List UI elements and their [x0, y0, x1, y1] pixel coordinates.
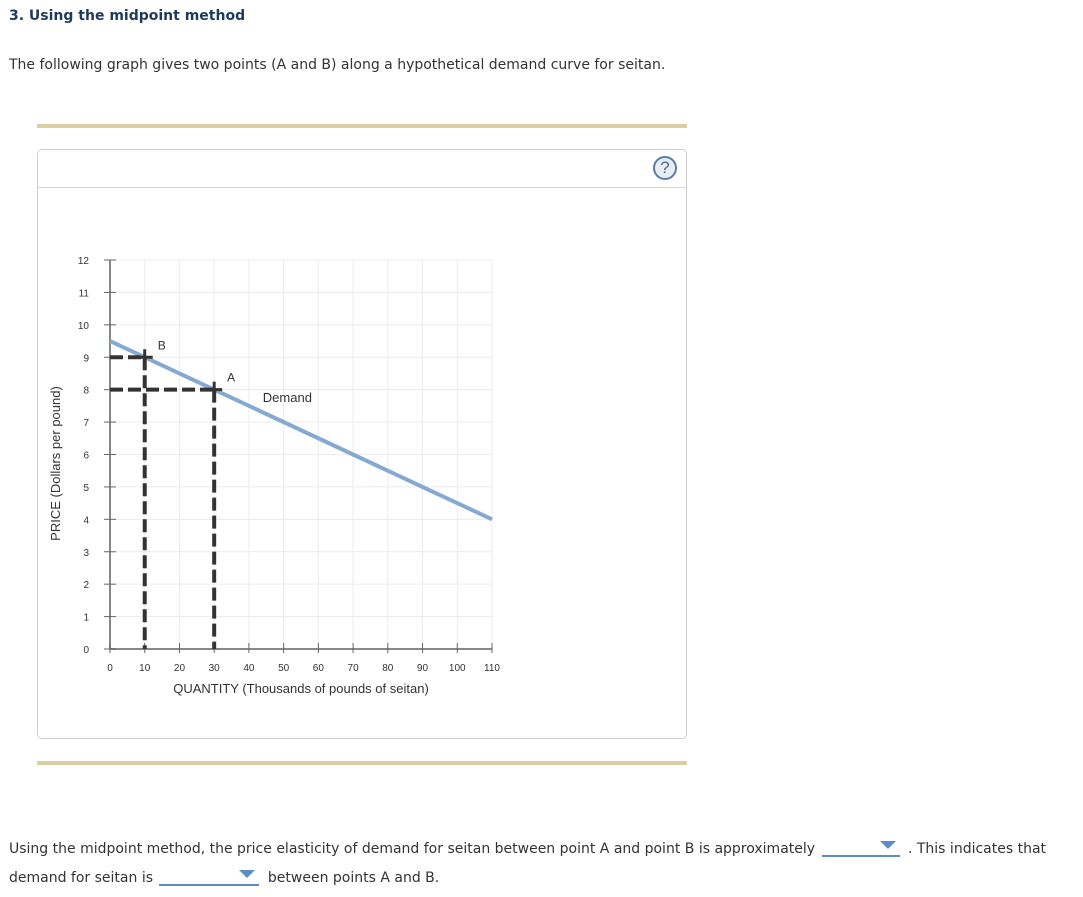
y-tick-label: 12: [78, 256, 90, 267]
curve-label: Demand: [263, 390, 312, 405]
y-tick-label: 4: [83, 515, 89, 526]
graph-panel: ? 0 1 2 3 4 5 6 7 8 9 10 11 12 0 10 20 30 40 50 60 70 80 90 100…: [37, 149, 687, 739]
elasticity-dropdown[interactable]: [821, 837, 900, 857]
x-tick-label: 60: [313, 663, 325, 674]
answer-text-2: . This indicates that: [907, 841, 1047, 857]
x-tick-label: 90: [417, 663, 429, 674]
bottom-divider: [37, 761, 687, 765]
x-tick-label: 110: [484, 663, 500, 674]
question-intro: The following graph gives two points (A …: [9, 57, 666, 73]
x-tick-label: 70: [348, 663, 360, 674]
y-tick-label: 2: [83, 580, 89, 591]
x-tick-label: 20: [174, 663, 186, 674]
question-title: 3. Using the midpoint method: [9, 8, 246, 24]
y-tick-label: 8: [83, 386, 89, 397]
y-tick-label: 11: [79, 288, 90, 299]
demand-type-dropdown[interactable]: [159, 866, 260, 886]
y-axis-title: PRICE (Dollars per pound): [48, 386, 63, 541]
x-tick-label: 30: [209, 663, 221, 674]
top-divider: [37, 124, 687, 128]
graph-panel-header: ?: [38, 150, 686, 188]
y-tick-label: 10: [78, 321, 90, 332]
x-tick-label: 80: [382, 663, 394, 674]
answer-text-4: between points A and B.: [267, 870, 440, 886]
x-tick-label: 100: [449, 663, 466, 674]
point-label-a: A: [227, 371, 235, 385]
x-tick-label: 0: [107, 663, 113, 674]
chevron-down-icon: [879, 841, 896, 849]
answer-line-2: demand for seitan is between points A an…: [9, 866, 439, 886]
x-tick-label: 10: [139, 663, 151, 674]
y-tick-label: 3: [83, 548, 89, 559]
answer-text-3: demand for seitan is: [9, 870, 153, 886]
y-tick-label: 7: [83, 418, 89, 429]
y-tick-label: 6: [83, 451, 89, 462]
help-icon[interactable]: ?: [653, 156, 677, 180]
y-tick-label: 5: [83, 483, 89, 494]
x-axis-title: QUANTITY (Thousands of pounds of seitan): [173, 681, 429, 696]
point-label-b: B: [158, 338, 166, 352]
answer-line-1: Using the midpoint method, the price ela…: [9, 837, 1046, 857]
y-tick-label: 1: [83, 613, 89, 624]
answer-text-1: Using the midpoint method, the price ela…: [9, 841, 816, 857]
demand-curve: [109, 339, 493, 522]
x-tick-label: 40: [243, 663, 255, 674]
chevron-down-icon: [239, 870, 256, 878]
x-tick-label: 50: [278, 663, 290, 674]
y-tick-label: 9: [83, 353, 89, 364]
y-tick-label: 0: [83, 645, 89, 656]
